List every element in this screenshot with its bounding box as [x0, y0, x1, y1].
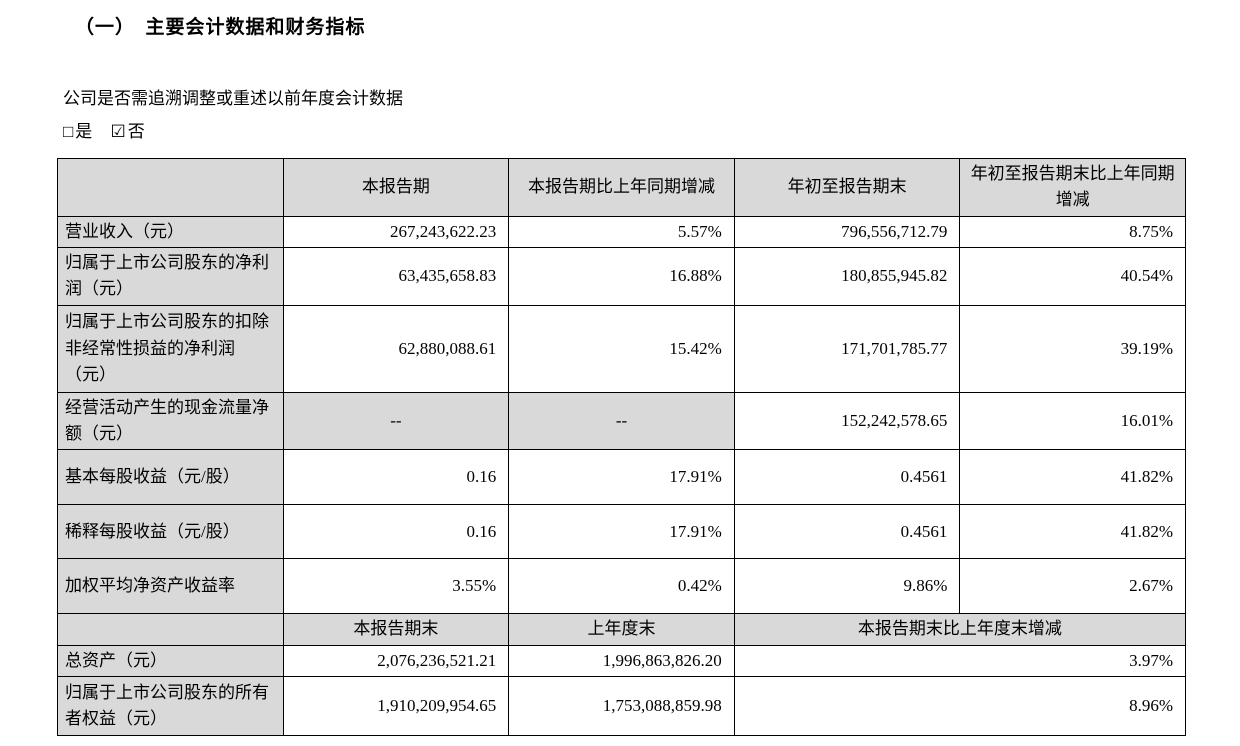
header-blank-cell [57, 158, 284, 217]
table-cell: 2,076,236,521.21 [282, 644, 510, 678]
checkbox-checked-icon: ☑ [110, 122, 126, 141]
table-cell: 0.42% [508, 558, 735, 615]
header-row-period: 本报告期 本报告期比上年同期增减 年初至报告期末 年初至报告期末比上年同期增减 [57, 158, 1186, 217]
table-cell: 180,855,945.82 [733, 247, 961, 306]
row-label: 归属于上市公司股东的扣除非经常性损益的净利润（元） [57, 304, 284, 393]
row-label: 加权平均净资产收益率 [57, 558, 284, 615]
table-cell: 16.88% [508, 247, 735, 306]
table-cell: 171,701,785.77 [733, 304, 961, 393]
row-net-profit-deducted: 归属于上市公司股东的扣除非经常性损益的净利润（元） 62,880,088.61 … [57, 304, 1186, 393]
row-total-assets: 总资产（元） 2,076,236,521.21 1,996,863,826.20… [57, 644, 1187, 678]
row-label: 稀释每股收益（元/股） [57, 504, 284, 560]
table-cell: 3.97% [733, 644, 1187, 678]
header-current-period: 本报告期 [282, 158, 510, 217]
header-prior-year-end: 上年度末 [508, 613, 735, 646]
row-net-profit: 归属于上市公司股东的净利润（元） 63,435,658.83 16.88% 18… [57, 247, 1186, 306]
table-cell: 1,910,209,954.65 [282, 676, 510, 737]
header-ytd-yoy: 年初至报告期末比上年同期增减 [959, 158, 1186, 217]
table-cell: 16.01% [959, 391, 1186, 451]
table-cell: 0.4561 [733, 449, 961, 506]
checkbox-option-no: ☑ 否 [111, 122, 145, 141]
table-cell: 5.57% [508, 215, 735, 249]
header-current-period-end: 本报告期末 [282, 613, 510, 646]
table-cell: -- [508, 391, 735, 451]
header-current-period-yoy: 本报告期比上年同期增减 [508, 158, 735, 217]
restatement-options: □ 是 ☑ 否 [63, 117, 159, 142]
row-diluted-eps: 稀释每股收益（元/股） 0.16 17.91% 0.4561 41.82% [57, 504, 1186, 560]
checkbox-option-yes: □ 是 [63, 122, 92, 141]
table-cell: 796,556,712.79 [733, 215, 961, 249]
checkbox-yes-label: 是 [75, 122, 93, 141]
table-cell: 0.4561 [733, 504, 961, 560]
row-operating-revenue: 营业收入（元） 267,243,622.23 5.57% 796,556,712… [57, 215, 1186, 249]
table-cell: 40.54% [959, 247, 1186, 306]
table-cell: 8.96% [733, 676, 1187, 737]
table-cell: 267,243,622.23 [282, 215, 510, 249]
table-cell: 0.16 [282, 504, 510, 560]
table-cell: 3.55% [282, 558, 510, 615]
table-cell: 39.19% [959, 304, 1186, 393]
section-title: （一） 主要会计数据和财务指标 [75, 16, 366, 38]
checkbox-no-label: 否 [127, 122, 145, 141]
table-cell: 8.75% [959, 215, 1186, 249]
table-cell: 17.91% [508, 449, 735, 506]
row-owners-equity: 归属于上市公司股东的所有者权益（元） 1,910,209,954.65 1,75… [57, 676, 1187, 737]
header-period-end-change: 本报告期末比上年度末增减 [733, 613, 1187, 646]
checkbox-unchecked-icon: □ [63, 122, 74, 141]
row-operating-cash-flow: 经营活动产生的现金流量净额（元） -- -- 152,242,578.65 16… [57, 391, 1186, 451]
row-label: 归属于上市公司股东的净利润（元） [57, 247, 284, 306]
table-cell: 62,880,088.61 [282, 304, 510, 393]
header-row-period-end: 本报告期末 上年度末 本报告期末比上年度末增减 [57, 613, 1187, 646]
table-cell: 9.86% [733, 558, 961, 615]
table-cell: 63,435,658.83 [282, 247, 510, 306]
row-label: 基本每股收益（元/股） [57, 449, 284, 506]
table-cell: 1,996,863,826.20 [508, 644, 735, 678]
row-label: 营业收入（元） [57, 215, 284, 249]
table-cell: 17.91% [508, 504, 735, 560]
table-cell: 41.82% [959, 449, 1186, 506]
restatement-question: 公司是否需追溯调整或重述以前年度会计数据 [63, 89, 403, 108]
row-weighted-avg-roe: 加权平均净资产收益率 3.55% 0.42% 9.86% 2.67% [57, 558, 1186, 615]
table-cell: -- [282, 391, 510, 451]
header-blank-cell [57, 613, 284, 646]
table-cell: 2.67% [959, 558, 1186, 615]
row-label: 经营活动产生的现金流量净额（元） [57, 391, 284, 451]
table-cell: 15.42% [508, 304, 735, 393]
table-cell: 1,753,088,859.98 [508, 676, 735, 737]
financial-indicators-table: 本报告期 本报告期比上年同期增减 年初至报告期末 年初至报告期末比上年同期增减 … [57, 158, 1187, 737]
table-cell: 41.82% [959, 504, 1186, 560]
row-basic-eps: 基本每股收益（元/股） 0.16 17.91% 0.4561 41.82% [57, 449, 1186, 506]
table-cell: 0.16 [282, 449, 510, 506]
table-cell: 152,242,578.65 [733, 391, 961, 451]
header-ytd: 年初至报告期末 [733, 158, 961, 217]
row-label: 总资产（元） [57, 644, 284, 678]
row-label: 归属于上市公司股东的所有者权益（元） [57, 676, 284, 737]
